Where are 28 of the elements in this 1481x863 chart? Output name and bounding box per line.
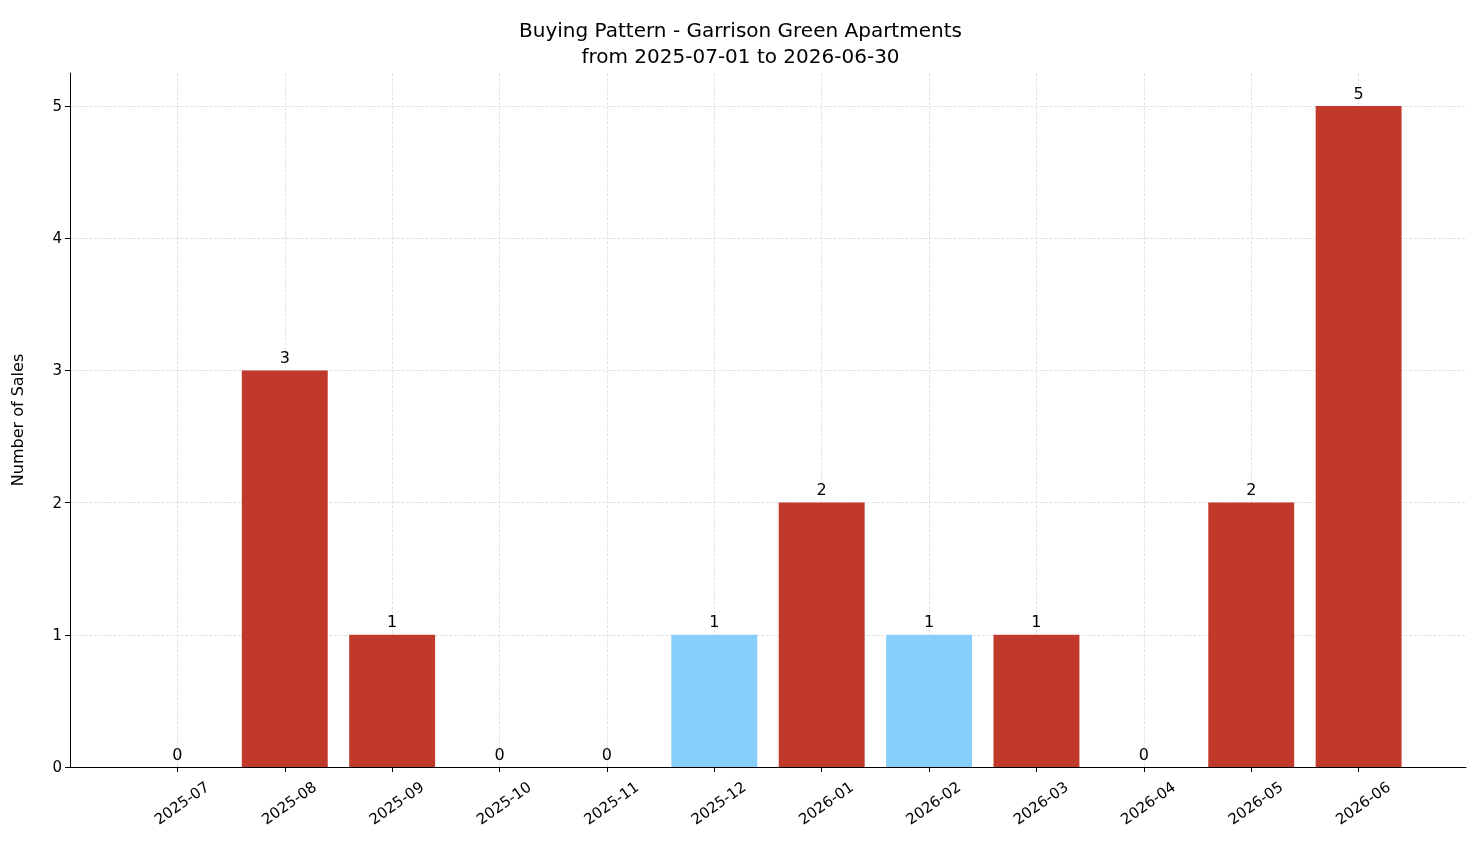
y-axis-title: Number of Sales — [7, 353, 27, 487]
y-tick-label: 1 — [52, 625, 62, 644]
bar — [778, 502, 865, 767]
data-label: 0 — [1138, 744, 1149, 764]
y-tick-label: 5 — [52, 97, 62, 116]
data-label: 2 — [816, 480, 827, 500]
y-tick-label: 2 — [52, 493, 62, 512]
data-label: 1 — [923, 612, 935, 632]
bar — [1315, 106, 1402, 767]
data-label: 1 — [709, 612, 720, 632]
data-label: 1 — [1031, 612, 1042, 632]
bar — [993, 634, 1080, 767]
data-label: 0 — [494, 744, 505, 764]
data-label: 2 — [1246, 480, 1257, 500]
data-label: 1 — [387, 612, 398, 632]
y-tick-label: 4 — [52, 229, 62, 248]
y-tick-label: 0 — [52, 758, 62, 776]
bar — [671, 634, 758, 767]
bar — [886, 634, 973, 767]
data-label: 3 — [279, 347, 290, 367]
y-tick-label: 3 — [52, 361, 62, 380]
bar — [241, 370, 328, 767]
chart-title: Buying Pattern - Garrison Green Apartments from 2025-07-01 to 2026-06-30 — [519, 18, 962, 68]
bar — [349, 634, 436, 767]
data-label: 0 — [172, 744, 183, 764]
bar — [1208, 502, 1295, 767]
data-label: 0 — [601, 744, 613, 764]
data-label: 5 — [1353, 83, 1364, 103]
